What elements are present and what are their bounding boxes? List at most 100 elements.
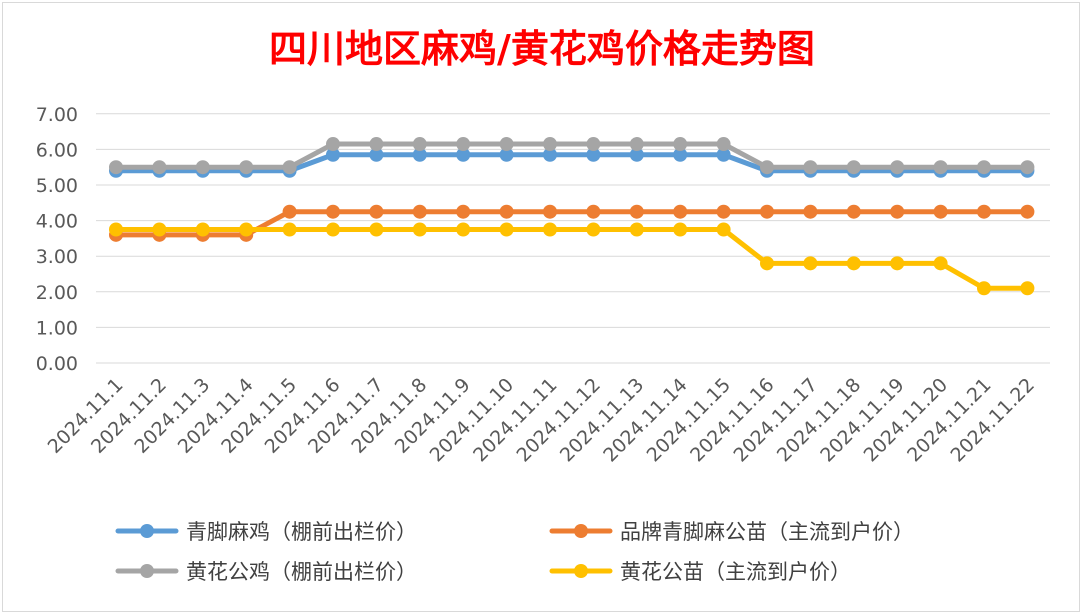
data-point xyxy=(716,222,731,237)
data-point xyxy=(152,222,167,237)
data-point xyxy=(977,160,991,175)
data-point xyxy=(803,256,818,271)
data-point xyxy=(195,222,210,237)
data-point xyxy=(716,137,731,152)
data-point xyxy=(1020,281,1035,296)
data-point xyxy=(369,222,384,237)
data-point xyxy=(846,160,861,175)
legend-marker xyxy=(574,524,588,538)
data-point xyxy=(760,160,774,175)
data-point xyxy=(933,204,948,219)
y-tick-label: 4.00 xyxy=(36,211,78,233)
data-point xyxy=(456,147,471,162)
data-point xyxy=(629,147,644,162)
y-tick-label: 3.00 xyxy=(36,246,78,268)
data-point xyxy=(499,204,514,219)
legend-item: 青脚麻鸡（棚前出栏价） xyxy=(115,520,417,544)
data-point xyxy=(326,137,340,152)
data-point xyxy=(456,222,471,237)
data-point xyxy=(282,204,297,219)
data-point xyxy=(673,147,688,162)
data-point xyxy=(673,137,688,152)
data-point xyxy=(716,204,731,219)
data-point xyxy=(586,147,601,162)
data-point xyxy=(716,147,731,162)
gridlines xyxy=(96,113,1050,364)
data-point xyxy=(326,147,340,162)
data-point xyxy=(499,222,514,237)
data-point xyxy=(629,222,644,237)
data-point xyxy=(933,160,948,175)
legend-label: 品牌青脚麻公苗（主流到户价） xyxy=(620,520,914,544)
data-point xyxy=(846,256,861,271)
data-point xyxy=(109,222,123,237)
y-tick-label: 0.00 xyxy=(36,353,78,375)
data-point xyxy=(369,204,384,219)
legend-marker xyxy=(140,524,154,538)
y-axis: 0.00 1.00 2.00 3.00 4.00 5.00 6.00 7.00 xyxy=(36,104,78,375)
data-point xyxy=(890,160,905,175)
y-tick-label: 5.00 xyxy=(36,175,78,197)
data-point xyxy=(239,160,254,175)
data-point xyxy=(239,222,254,237)
data-point xyxy=(543,222,557,237)
data-point xyxy=(109,160,123,175)
data-point xyxy=(282,222,297,237)
data-point xyxy=(890,256,905,271)
series-4 xyxy=(109,222,1035,296)
legend-label: 青脚麻鸡（棚前出栏价） xyxy=(186,520,417,544)
legend: 青脚麻鸡（棚前出栏价） 品牌青脚麻公苗（主流到户价） 黄花公鸡（棚前出栏价） 黄花公苗… xyxy=(115,520,914,584)
series-3 xyxy=(109,137,1035,175)
data-point xyxy=(890,204,905,219)
y-tick-label: 7.00 xyxy=(36,104,78,126)
legend-item: 品牌青脚麻公苗（主流到户价） xyxy=(549,520,914,544)
series-line xyxy=(113,141,1030,170)
data-point xyxy=(629,204,644,219)
data-point xyxy=(1020,160,1035,175)
data-point xyxy=(586,222,601,237)
data-point xyxy=(412,222,427,237)
data-point xyxy=(673,204,688,219)
data-point xyxy=(282,160,297,175)
data-point xyxy=(803,204,818,219)
data-point xyxy=(369,147,384,162)
data-point xyxy=(412,204,427,219)
data-point xyxy=(543,147,557,162)
legend-marker xyxy=(574,564,588,578)
y-tick-label: 1.00 xyxy=(36,317,78,339)
data-point xyxy=(412,147,427,162)
data-point xyxy=(586,137,601,152)
data-point xyxy=(629,137,644,152)
y-tick-label: 2.00 xyxy=(36,282,78,304)
data-point xyxy=(543,204,557,219)
data-point xyxy=(456,137,471,152)
data-point xyxy=(456,204,471,219)
data-point xyxy=(499,147,514,162)
legend-marker xyxy=(140,564,154,578)
data-point xyxy=(803,160,818,175)
data-point xyxy=(543,137,557,152)
data-point xyxy=(499,137,514,152)
series-line xyxy=(113,227,1030,291)
data-point xyxy=(326,204,340,219)
data-point xyxy=(586,204,601,219)
data-point xyxy=(977,204,991,219)
data-point xyxy=(369,137,384,152)
data-point xyxy=(152,160,167,175)
legend-item: 黄花公鸡（棚前出栏价） xyxy=(115,560,417,584)
series-line xyxy=(113,152,1030,174)
series-group xyxy=(109,137,1035,296)
data-point xyxy=(412,137,427,152)
y-tick-label: 6.00 xyxy=(36,139,78,161)
legend-label: 黄花公苗（主流到户价） xyxy=(620,560,851,584)
data-point xyxy=(760,256,774,271)
legend-label: 黄花公鸡（棚前出栏价） xyxy=(186,560,417,584)
x-axis: 2024.11.12024.11.22024.11.32024.11.42024… xyxy=(44,374,1039,466)
data-point xyxy=(933,256,948,271)
data-point xyxy=(1020,204,1035,219)
data-point xyxy=(977,281,991,296)
data-point xyxy=(195,160,210,175)
series-line xyxy=(113,209,1030,238)
